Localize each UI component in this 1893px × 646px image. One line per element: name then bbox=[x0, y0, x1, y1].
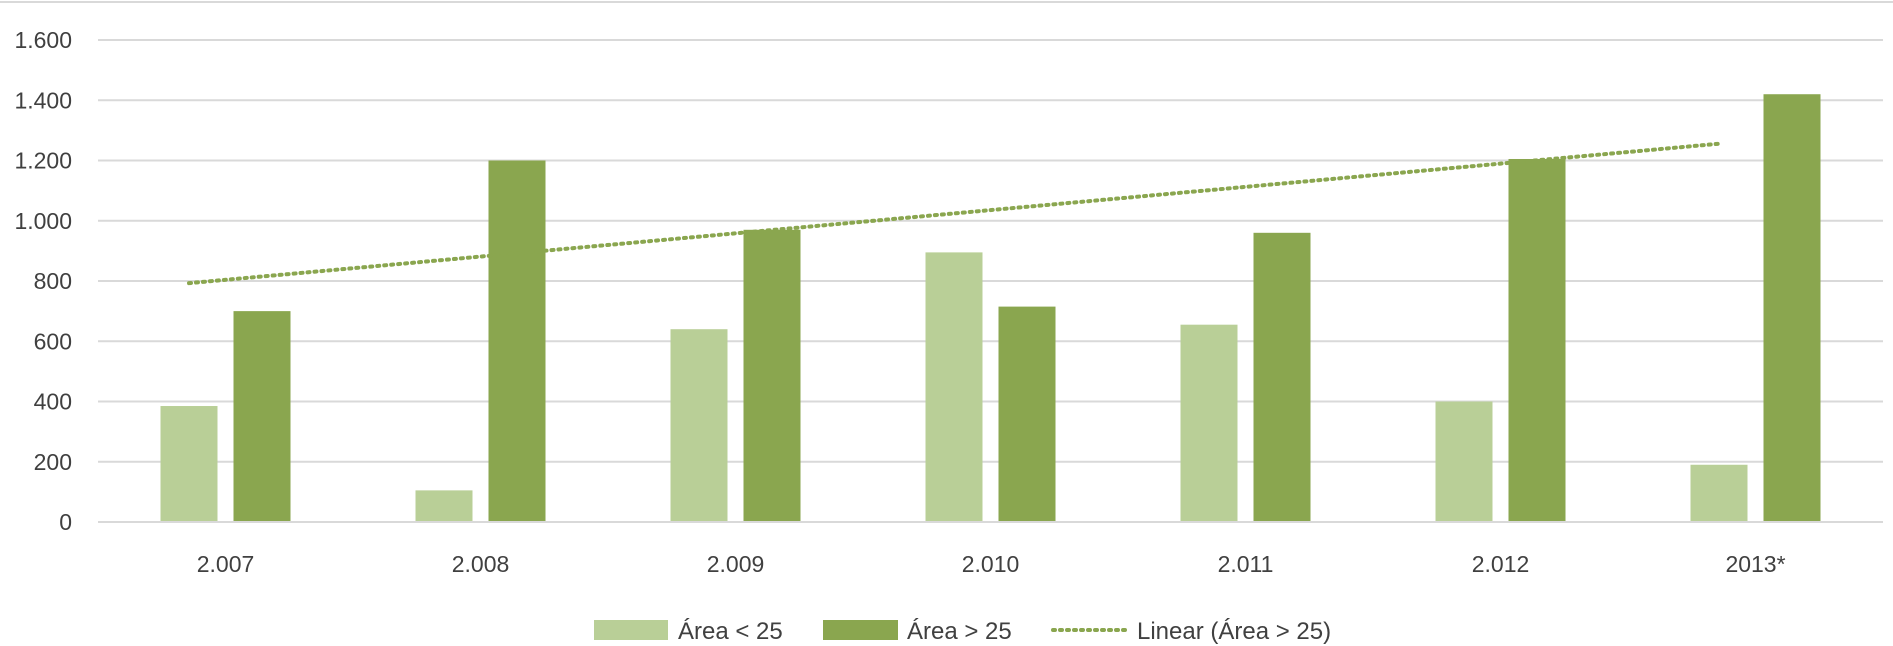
legend: Área < 25 Área > 25 Linear (Área > 25) bbox=[594, 618, 1331, 645]
trendline-linear-area-gt-25 bbox=[187, 141, 1721, 286]
bar-area-gt-25-1 bbox=[233, 311, 291, 522]
y-tick-label: 1.200 bbox=[14, 148, 72, 174]
bar-area-lt-25-4 bbox=[925, 252, 983, 522]
bar-area-gt-25-4 bbox=[998, 306, 1056, 522]
bar-area-lt-25-2 bbox=[415, 490, 473, 522]
bar-area-gt-25-3 bbox=[743, 229, 801, 522]
x-tick-label: 2.009 bbox=[707, 551, 765, 577]
y-tick-label: 1.000 bbox=[14, 208, 72, 234]
y-tick-label: 400 bbox=[34, 389, 72, 415]
x-tick-label: 2.011 bbox=[1218, 551, 1274, 577]
y-tick-label: 1.400 bbox=[14, 87, 72, 113]
x-tick-label: 2.008 bbox=[452, 551, 510, 577]
trendline bbox=[187, 141, 1721, 286]
bar-area-lt-25-3 bbox=[670, 329, 728, 522]
legend-label-area-gt-25: Área > 25 bbox=[907, 618, 1012, 645]
y-tick-label: 1.600 bbox=[14, 27, 72, 53]
bar-area-lt-25-5 bbox=[1180, 324, 1238, 522]
y-axis: 0 200 400 600 800 1.000 1.200 1.400 1.600 bbox=[14, 27, 72, 535]
bar-area-gt-25-2 bbox=[488, 160, 546, 522]
x-axis: 2.007 2.008 2.009 2.010 2.011 2.012 2013* bbox=[98, 521, 1883, 577]
legend-swatch-area-gt-25 bbox=[823, 620, 898, 640]
legend-label-linear-trend: Linear (Área > 25) bbox=[1137, 618, 1331, 645]
bar-area-lt-25-1 bbox=[160, 406, 218, 522]
x-tick-label: 2.010 bbox=[962, 551, 1020, 577]
bar-area-lt-25-6 bbox=[1435, 401, 1493, 522]
y-tick-label: 200 bbox=[34, 449, 72, 475]
bar-area-gt-25-7 bbox=[1763, 94, 1821, 522]
x-tick-label: 2.007 bbox=[197, 551, 255, 577]
y-tick-label: 0 bbox=[59, 509, 72, 535]
bar-area-gt-25-6 bbox=[1508, 158, 1566, 522]
legend-swatch-area-lt-25 bbox=[594, 620, 668, 640]
gridlines bbox=[98, 39, 1883, 523]
bars bbox=[160, 94, 1821, 523]
legend-label-area-lt-25: Área < 25 bbox=[678, 618, 783, 645]
bar-area-gt-25-5 bbox=[1253, 232, 1311, 523]
y-tick-label: 800 bbox=[34, 268, 72, 294]
y-tick-label: 600 bbox=[34, 328, 72, 354]
bar-area-lt-25-7 bbox=[1690, 464, 1748, 522]
x-tick-label: 2013* bbox=[1725, 551, 1785, 577]
x-tick-label: 2.012 bbox=[1472, 551, 1530, 577]
